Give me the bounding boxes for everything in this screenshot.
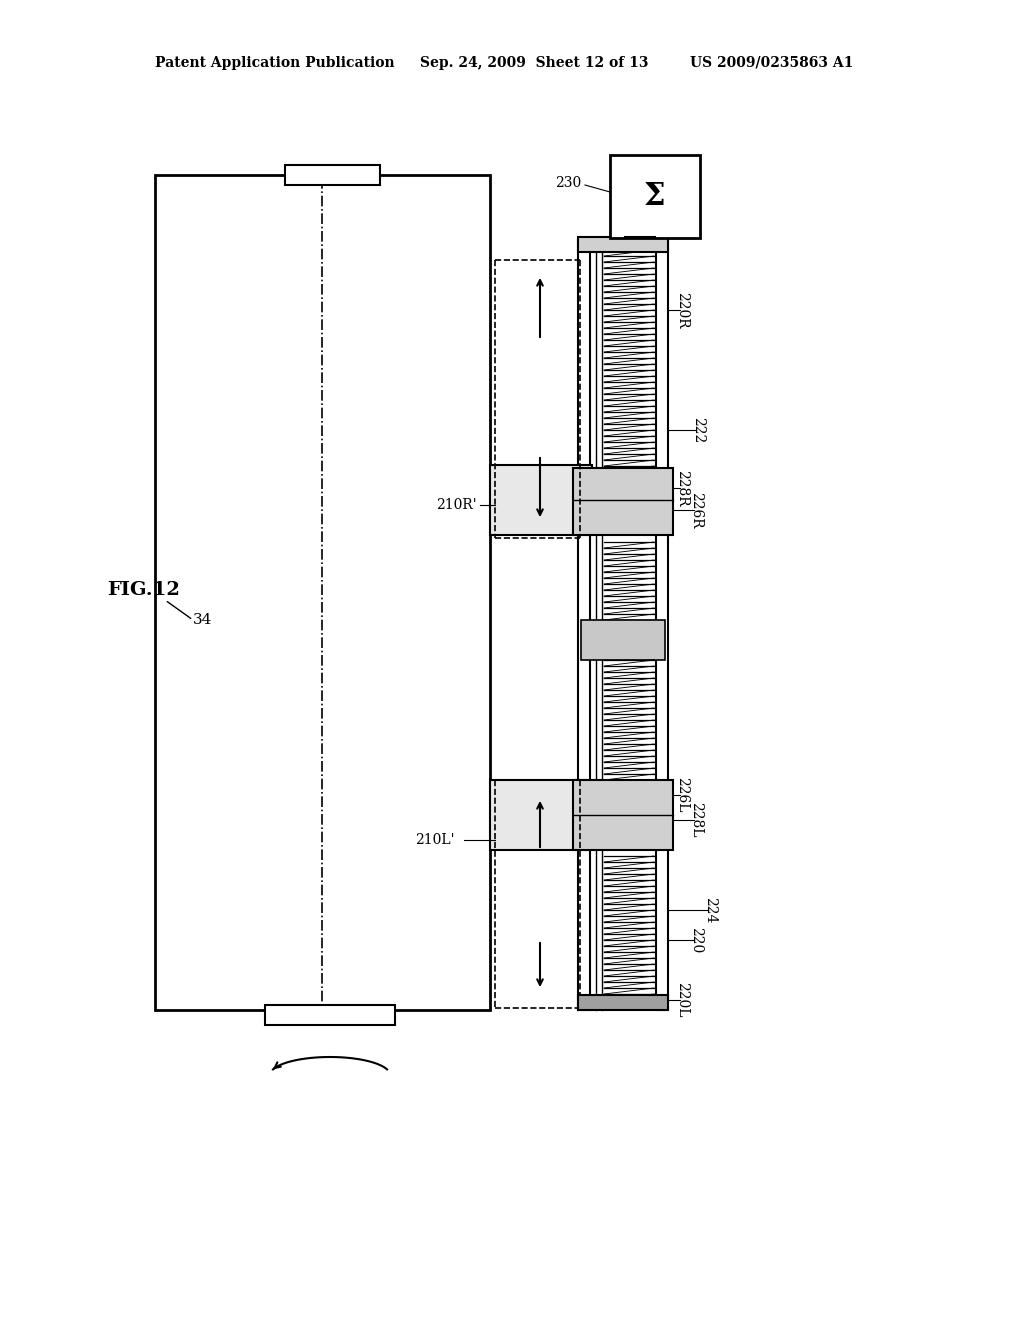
Bar (285, 165, 380, 185)
Bar (610, 154, 700, 238)
Text: 34: 34 (193, 612, 212, 627)
Text: 226L: 226L (675, 777, 689, 813)
Bar (573, 469, 673, 535)
Bar (265, 1005, 395, 1026)
Text: Patent Application Publication: Patent Application Publication (155, 55, 394, 70)
Text: 210L': 210L' (415, 833, 455, 847)
Text: 230: 230 (555, 176, 582, 190)
Bar (573, 780, 673, 850)
Bar (155, 176, 490, 1010)
Bar (581, 620, 665, 660)
Bar (490, 465, 592, 535)
Text: Σ: Σ (644, 181, 666, 213)
Text: 228L: 228L (689, 803, 703, 838)
Text: 228R: 228R (675, 470, 689, 507)
Bar (490, 780, 592, 850)
Text: 220L: 220L (675, 982, 689, 1018)
Text: Sep. 24, 2009  Sheet 12 of 13: Sep. 24, 2009 Sheet 12 of 13 (420, 55, 648, 70)
Text: 220R: 220R (675, 292, 689, 329)
Bar (578, 238, 668, 252)
Text: 226R: 226R (689, 491, 703, 528)
Text: 222: 222 (691, 417, 705, 444)
Bar (656, 240, 668, 1010)
Text: 224: 224 (703, 896, 717, 923)
Text: FIG.12: FIG.12 (106, 581, 180, 599)
Text: 220: 220 (689, 927, 703, 953)
Text: 210R': 210R' (436, 498, 476, 512)
Bar (578, 240, 590, 1010)
Text: US 2009/0235863 A1: US 2009/0235863 A1 (690, 55, 853, 70)
Bar (578, 995, 668, 1010)
